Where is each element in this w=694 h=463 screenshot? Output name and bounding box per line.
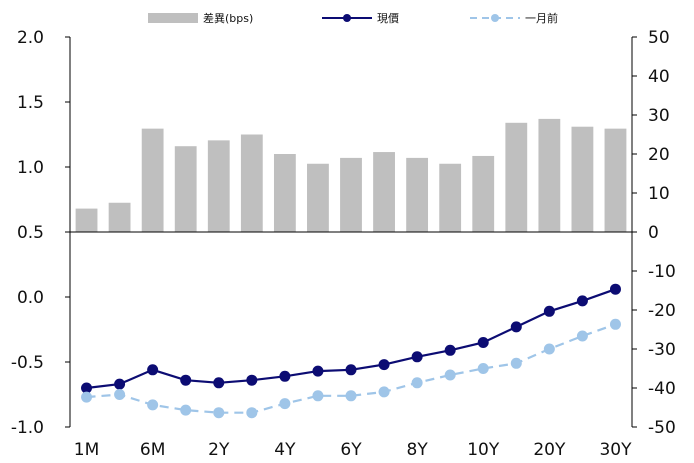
bar xyxy=(538,118,561,232)
series-point xyxy=(246,407,258,419)
bar xyxy=(273,154,296,232)
right-tick-label: -10 xyxy=(648,262,676,282)
right-tick-label: 40 xyxy=(648,67,670,87)
legend-label: 一月前 xyxy=(525,11,558,25)
x-tick-label: 2Y xyxy=(208,440,230,460)
right-tick-label: -30 xyxy=(648,340,676,360)
series-point xyxy=(147,399,159,411)
x-tick-label: 8Y xyxy=(407,440,429,460)
x-tick-label: 6Y xyxy=(340,440,362,460)
left-tick-label: 1.5 xyxy=(17,93,44,113)
series-point xyxy=(180,404,192,416)
series-point xyxy=(576,295,588,307)
legend-label: 現價 xyxy=(377,11,399,25)
right-tick-label: 0 xyxy=(648,223,659,243)
bar xyxy=(108,202,131,232)
series-point xyxy=(81,382,93,394)
series-point xyxy=(543,305,555,317)
tick-labels: 2.0 1.5 1.0 0.5 0.0 -0.5 -1.0 50 40 30 20 10 0 -10 -20… xyxy=(11,28,676,460)
bar xyxy=(472,155,495,232)
series-point xyxy=(345,364,357,376)
series-point xyxy=(345,390,357,402)
series-point xyxy=(180,374,192,386)
legend: 差異(bps) 現價 一月前 xyxy=(148,11,558,25)
left-tick-label: 1.0 xyxy=(17,158,44,178)
series-point xyxy=(609,283,621,295)
series-point xyxy=(576,330,588,342)
series-point xyxy=(444,369,456,381)
series-point xyxy=(279,398,291,410)
line-series xyxy=(81,283,621,419)
legend-label: 差異(bps) xyxy=(203,11,253,25)
bar-series xyxy=(75,118,627,232)
bar xyxy=(373,152,395,232)
series-point xyxy=(312,390,324,402)
right-tick-label: 50 xyxy=(648,28,670,48)
right-tick-label: 30 xyxy=(648,106,670,126)
series-point xyxy=(114,378,126,390)
bar xyxy=(505,122,528,232)
series-point xyxy=(477,363,489,374)
x-tick-label: 6M xyxy=(140,440,165,460)
bar xyxy=(604,128,627,232)
series-point xyxy=(378,359,390,371)
series-point xyxy=(510,321,522,333)
bar xyxy=(439,163,462,232)
series-point xyxy=(81,391,93,403)
series-point xyxy=(411,351,423,363)
bar xyxy=(240,134,263,232)
series-line xyxy=(86,323,616,414)
series-point xyxy=(114,389,126,400)
left-tick-label: 0.0 xyxy=(17,288,44,308)
series-point xyxy=(477,337,489,348)
left-tick-label: 0.5 xyxy=(17,223,44,243)
bar xyxy=(174,146,197,232)
series-point xyxy=(213,407,225,419)
bar xyxy=(207,140,230,232)
series-point xyxy=(444,344,456,356)
axes xyxy=(65,36,637,428)
right-tick-label: -50 xyxy=(648,418,676,438)
series-point xyxy=(246,374,258,386)
bar xyxy=(571,126,594,232)
x-tick-label: 1M xyxy=(74,440,99,460)
right-tick-label: 10 xyxy=(648,184,670,204)
series-point xyxy=(378,386,390,398)
left-tick-label: 2.0 xyxy=(17,28,44,48)
legend-marker xyxy=(343,14,351,22)
bar xyxy=(340,157,362,232)
right-tick-label: -40 xyxy=(648,379,676,399)
legend-marker xyxy=(491,14,499,22)
bar xyxy=(307,163,329,232)
legend-swatch xyxy=(148,13,198,23)
x-tick-label: 30Y xyxy=(599,440,632,460)
bar xyxy=(141,128,164,232)
series-point xyxy=(411,377,423,389)
x-tick-label: 4Y xyxy=(274,440,296,460)
left-tick-label: -1.0 xyxy=(11,418,44,438)
series-point xyxy=(543,343,555,355)
right-tick-label: -20 xyxy=(648,301,676,321)
x-tick-label: 10Y xyxy=(467,440,500,460)
right-tick-label: 20 xyxy=(648,145,670,165)
series-point xyxy=(213,377,225,389)
left-tick-label: -0.5 xyxy=(11,353,44,373)
series-point xyxy=(312,365,324,377)
bar xyxy=(75,208,98,232)
bar xyxy=(406,157,429,232)
x-tick-label: 20Y xyxy=(533,440,566,460)
series-point xyxy=(147,364,159,376)
series-point xyxy=(279,370,291,382)
series-point xyxy=(609,318,621,330)
series-point xyxy=(510,357,522,369)
